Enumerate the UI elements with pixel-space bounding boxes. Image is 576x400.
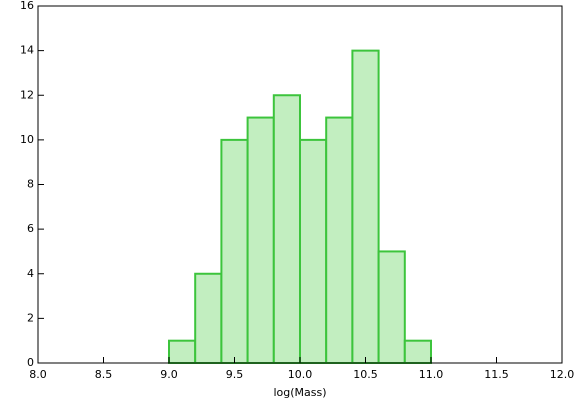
bar: [299, 138, 328, 364]
y-tick-label: 2: [27, 311, 34, 324]
bar: [220, 138, 249, 364]
y-tick-label: 0: [27, 356, 34, 369]
y-tick-label: 16: [20, 0, 34, 12]
x-tick-label: 10.5: [353, 368, 378, 381]
bar: [325, 116, 354, 364]
x-tick-label: 9.0: [160, 368, 178, 381]
bar: [168, 339, 197, 364]
x-axis-label: log(Mass): [273, 386, 326, 399]
x-tick-label: 11.0: [419, 368, 444, 381]
y-tick-label: 10: [20, 133, 34, 146]
bar: [377, 250, 406, 364]
bar: [403, 339, 432, 364]
bar: [246, 116, 275, 364]
bar: [351, 49, 380, 364]
x-tick-label: 11.5: [484, 368, 509, 381]
x-tick-label: 12.0: [550, 368, 575, 381]
x-tick-label: 9.5: [226, 368, 244, 381]
y-tick-label: 6: [27, 222, 34, 235]
x-tick-label: 8.5: [95, 368, 113, 381]
y-tick-label: 8: [27, 178, 34, 191]
x-tick-label: 10.0: [288, 368, 313, 381]
y-tick-label: 4: [27, 267, 34, 280]
bar: [194, 272, 223, 364]
y-tick-label: 14: [20, 44, 34, 57]
x-tick-label: 8.0: [29, 368, 47, 381]
bar: [272, 94, 301, 364]
y-tick-label: 12: [20, 88, 34, 101]
